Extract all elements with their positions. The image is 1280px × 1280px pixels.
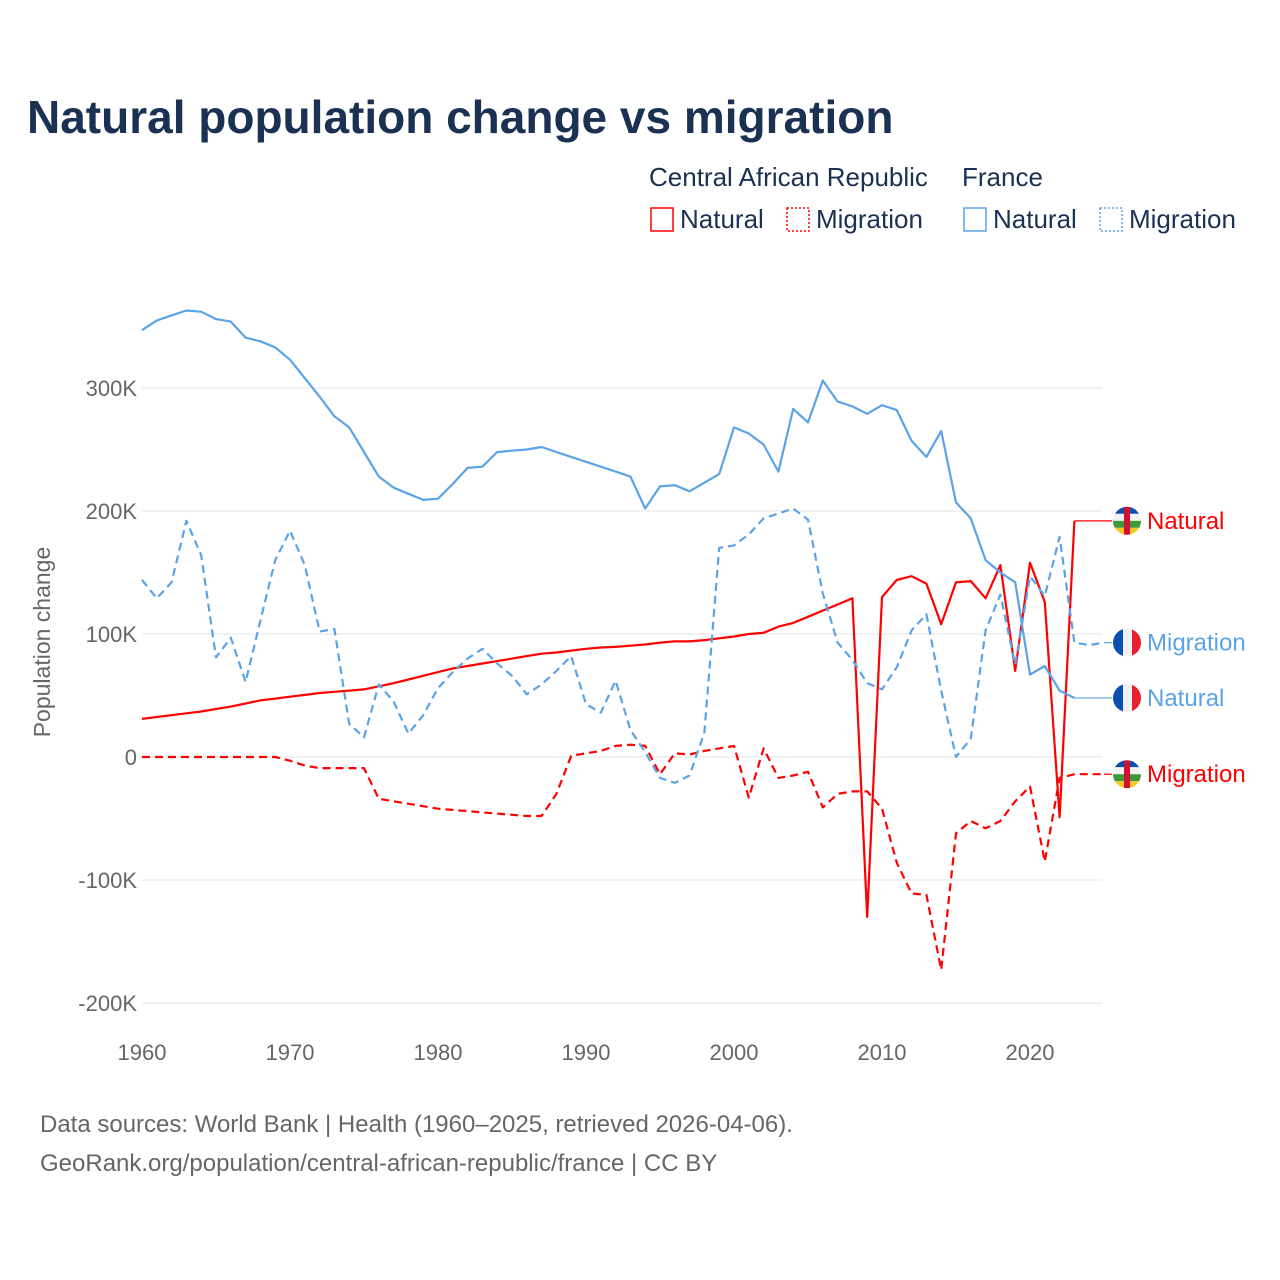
footer-sources: Data sources: World Bank | Health (1960–… (40, 1111, 793, 1138)
series-lines (141, 309, 1105, 971)
y-tick-label: -100K (78, 868, 137, 893)
x-tick-label: 1990 (562, 1040, 611, 1065)
x-tick-label: 2020 (1006, 1040, 1055, 1065)
grid (142, 387, 1102, 1004)
legend-france-migration[interactable]: Migration (1129, 204, 1236, 234)
x-tick-label: 1970 (266, 1040, 315, 1065)
x-tick-label: 1980 (414, 1040, 463, 1065)
end-label: Natural (1147, 508, 1224, 535)
y-tick-label: 0 (125, 745, 137, 770)
end-labels: Natural Migration Natural Migration (1074, 506, 1246, 789)
series-line-central-african-republic-natural (141, 520, 1076, 918)
x-tick-label: 1960 (118, 1040, 167, 1065)
legend: Central African Republic France Natural … (649, 162, 1236, 234)
x-tick-label: 2010 (858, 1040, 907, 1065)
legend-swatch-france-migration (1099, 207, 1123, 232)
x-axis: 1960 1970 1980 1990 2000 2010 2020 (118, 1040, 1055, 1065)
legend-france-natural[interactable]: Natural (993, 204, 1077, 234)
y-axis-label: Population change (29, 547, 55, 738)
footer-link[interactable]: GeoRank.org/population/central-african-r… (40, 1150, 717, 1177)
france-flag-icon (1113, 683, 1141, 712)
central-african-republic-flag-icon (1113, 760, 1141, 789)
legend-group-car: Central African Republic (649, 162, 928, 192)
france-flag-icon (1113, 628, 1141, 657)
legend-swatch-france-natural (963, 207, 987, 232)
legend-car-migration[interactable]: Migration (816, 204, 923, 234)
series-line-central-african-republic-migration (142, 743, 1104, 971)
y-axis: -200K -100K 0 100K 200K 300K (78, 376, 137, 1016)
series-line-france-migration (141, 507, 1105, 784)
y-tick-label: 300K (86, 376, 138, 401)
end-label: Natural (1147, 685, 1224, 712)
end-label: Migration (1147, 630, 1246, 657)
legend-swatch-car-natural (650, 207, 674, 232)
legend-car-natural[interactable]: Natural (680, 204, 764, 234)
central-african-republic-flag-icon (1113, 506, 1141, 535)
y-tick-label: 200K (86, 499, 138, 524)
y-tick-label: 100K (86, 622, 138, 647)
legend-group-france: France (962, 162, 1043, 192)
legend-swatch-car-migration (786, 207, 810, 232)
x-tick-label: 2000 (710, 1040, 759, 1065)
end-label: Migration (1147, 761, 1246, 788)
series-line-france-natural (141, 309, 1075, 699)
chart-title: Natural population change vs migration (27, 91, 893, 143)
y-tick-label: -200K (78, 991, 137, 1016)
